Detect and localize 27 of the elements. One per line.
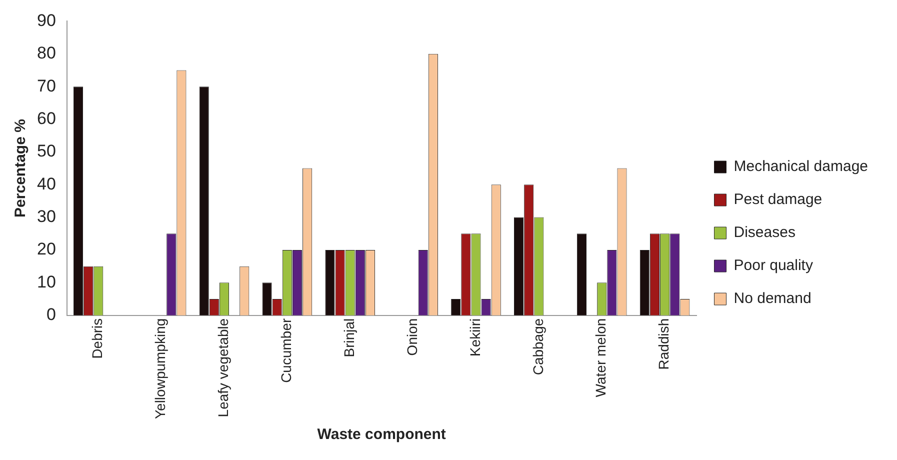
y-tick-label: 90: [36, 10, 56, 30]
legend-label: Diseases: [734, 224, 796, 242]
x-tick-label: Onion: [404, 318, 420, 356]
x-axis-title: Waste component: [317, 426, 446, 444]
y-tick-label: 40: [36, 174, 56, 194]
x-tick-label: Brinjal: [340, 318, 357, 358]
x-tick-label: Yellowpumpking: [152, 318, 168, 420]
y-tick-label: 70: [36, 76, 56, 96]
x-tick-label: Cucumber: [278, 318, 294, 383]
x-tick-label: Cabbage: [530, 318, 546, 376]
legend-label: Mechanical damage: [734, 158, 868, 176]
y-tick-label: 80: [36, 44, 56, 63]
y-tick-label: 30: [36, 206, 56, 226]
x-tick-label: Debris: [89, 318, 106, 359]
y-tick-label: 10: [36, 272, 56, 292]
x-tick-label: Raddish: [656, 318, 672, 370]
x-tick-label: Water melon: [592, 318, 609, 398]
y-tick-label: 60: [36, 108, 56, 128]
y-tick-label: 50: [36, 142, 56, 161]
y-axis-title: Percentage %: [12, 119, 30, 218]
legend-label: Poor quality: [734, 257, 814, 274]
legend-label: Pest damage: [734, 191, 822, 208]
x-tick-label: Kekiiri: [466, 318, 483, 356]
legend-label: No demand: [734, 290, 812, 308]
x-tick-label: Leafy vegetable: [215, 318, 232, 418]
y-tick-label: 0: [46, 305, 56, 324]
y-tick-label: 20: [36, 240, 56, 259]
